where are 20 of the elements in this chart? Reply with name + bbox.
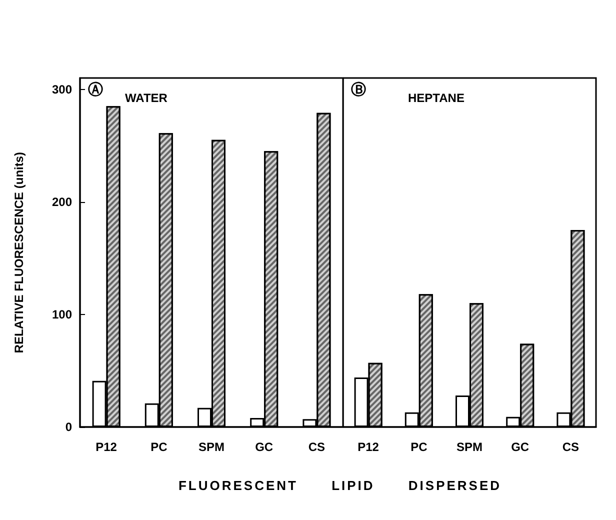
x-axis-title: FLUORESCENT LIPID DISPERSED bbox=[177, 478, 503, 493]
text: WATER bbox=[125, 91, 168, 105]
x-tick-label: PC bbox=[410, 440, 428, 454]
x-tick-label: GC bbox=[255, 440, 274, 454]
annotation: Ⓐ bbox=[88, 80, 103, 98]
y-tick-label: 300 bbox=[52, 82, 72, 96]
text: HEPTANE bbox=[408, 91, 464, 105]
annotation: Ⓑ bbox=[351, 80, 366, 98]
x-tick-label: CS bbox=[308, 440, 326, 454]
x-tick-label: PC bbox=[150, 440, 168, 454]
x-tick-label: CS bbox=[562, 440, 580, 454]
y-tick-label: 0 bbox=[65, 420, 72, 434]
x-tick-label: GC bbox=[511, 440, 530, 454]
y-axis-title: RELATIVE FLUORESCENCE (units) bbox=[12, 152, 26, 354]
x-tick-label: SPM bbox=[456, 440, 483, 454]
y-tick-label: 100 bbox=[52, 307, 72, 322]
y-tick-label: 200 bbox=[52, 194, 72, 209]
x-tick-label: P12 bbox=[358, 440, 380, 454]
x-tick-label: SPM bbox=[198, 440, 225, 454]
x-tick-label: P12 bbox=[96, 440, 118, 454]
